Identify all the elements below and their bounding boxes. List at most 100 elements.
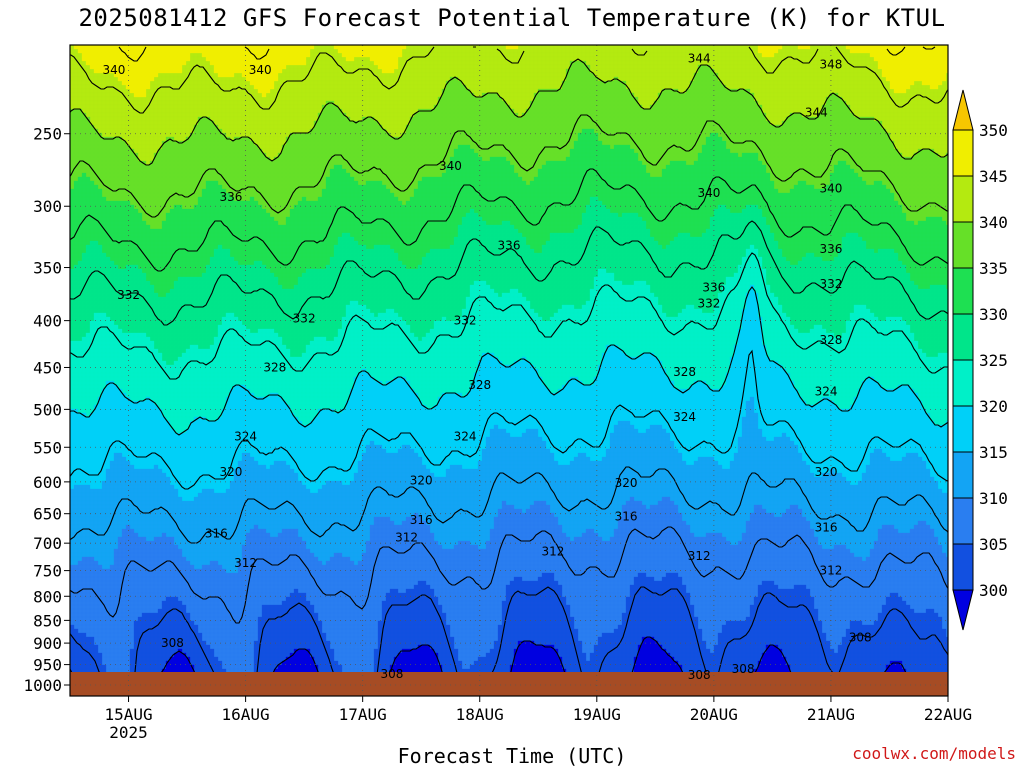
isentrope-contours: [70, 46, 948, 686]
contour-label: 312: [395, 530, 418, 544]
contour-320: [70, 286, 948, 436]
colorbar-extend-top: [952, 89, 974, 131]
colorbar: 300 305 310 315 320 325 330 335 340 345 350: [952, 89, 1008, 631]
contour-label: 336: [220, 190, 243, 204]
fill-band: [73, 45, 948, 98]
colorbar-tick-label: 325: [979, 351, 1008, 370]
contour-label: 332: [117, 288, 140, 302]
chart-title: 2025081412 GFS Forecast Potential Temper…: [78, 4, 946, 32]
contour-label: 316: [615, 510, 638, 524]
colorbar-tick-label: 340: [979, 213, 1008, 232]
watermark: coolwx.com/models: [852, 744, 1016, 763]
colorbar-tick-label: 345: [979, 167, 1008, 186]
y-tick-label: 700: [33, 534, 62, 553]
contour-336: [70, 114, 948, 218]
grid-lines: [70, 45, 948, 696]
colorbar-tick-label: 300: [979, 581, 1008, 600]
x-tick-label: 18AUG: [456, 705, 504, 724]
colorbar-tick-label: 315: [979, 443, 1008, 462]
contour-label: 320: [815, 465, 838, 479]
colorbar-tick-label: 335: [979, 259, 1008, 278]
y-tick-label: 300: [33, 197, 62, 216]
x-tick-label: 16AUG: [222, 705, 270, 724]
y-axis-ticks: 250 300 350 400 450 500 550 600 650 700 750 800 850 9…: [23, 125, 70, 695]
contour-label: 332: [819, 277, 842, 291]
contour-label: 316: [815, 521, 838, 535]
ground-band: [70, 672, 948, 696]
contour-label: 340: [102, 63, 125, 77]
contour-label: 308: [161, 636, 184, 650]
contour-label: 340: [819, 182, 842, 196]
x-tick-label: 21AUG: [807, 705, 855, 724]
colorbar-band: [952, 313, 974, 361]
colorbar-band: [952, 129, 974, 177]
contour-labels: 340 340 344 348 344 340 340 340 336 336 336 336 332 3…: [102, 52, 871, 682]
contour-328: [70, 220, 948, 326]
colorbar-band: [952, 221, 974, 269]
y-tick-label: 400: [33, 312, 62, 331]
contour-label: 320: [220, 465, 243, 479]
colorbar-tick-label: 305: [979, 535, 1008, 554]
colorbar-band: [952, 405, 974, 453]
temperature-fill: [70, 45, 948, 696]
x-tick-label: 20AUG: [690, 705, 738, 724]
y-tick-label: 550: [33, 438, 62, 457]
contour-332: [70, 168, 948, 272]
contour-label: 316: [410, 513, 433, 527]
x-tick-label: 22AUG: [924, 705, 972, 724]
colorbar-tick-label: 350: [979, 121, 1008, 140]
colorbar-band: [952, 267, 974, 315]
fill-band: [70, 128, 948, 298]
x-axis-label: Forecast Time (UTC): [397, 744, 627, 768]
colorbar-tick-label: 320: [979, 397, 1008, 416]
contour-label: 340: [249, 63, 272, 77]
y-tick-label: 500: [33, 400, 62, 419]
contour-label: 312: [234, 556, 257, 570]
y-tick-label: 850: [33, 611, 62, 630]
contour-label: 336: [498, 238, 521, 252]
contour-label: 328: [263, 360, 286, 374]
contour-label: 316: [205, 526, 228, 540]
contour-label: 340: [698, 186, 721, 200]
contour-label: 308: [732, 662, 755, 676]
fill-band: [70, 60, 948, 230]
contour-324: [70, 252, 948, 380]
contour-label: 320: [615, 476, 638, 490]
contour-label: 332: [698, 296, 721, 310]
y-tick-label: 900: [33, 634, 62, 653]
contour-label: 324: [815, 384, 838, 398]
contour-label: 324: [454, 429, 477, 443]
contour-label: 324: [673, 410, 696, 424]
x-tick-label: 19AUG: [573, 705, 621, 724]
fill-band: [70, 244, 948, 434]
x-tick-label: 17AUG: [339, 705, 387, 724]
colorbar-band: [952, 497, 974, 545]
contour-label: 328: [819, 333, 842, 347]
x-tick-label: 15AUG: [104, 705, 152, 724]
y-tick-label: 950: [33, 656, 62, 675]
contour-308: [70, 526, 948, 624]
colorbar-extend-bottom: [952, 589, 974, 631]
colorbar-band: [952, 175, 974, 223]
contour-340: [70, 58, 948, 166]
x-tick-year: 2025: [109, 723, 148, 742]
contour-label: 320: [410, 474, 433, 488]
contour-label: 328: [673, 365, 696, 379]
y-tick-label: 350: [33, 259, 62, 278]
y-tick-label: 600: [33, 473, 62, 492]
contour-label: 312: [688, 549, 711, 563]
contour-label: 344: [688, 52, 711, 66]
colorbar-tick-label: 330: [979, 305, 1008, 324]
contour-348: [118, 46, 936, 62]
contour-label: 340: [439, 159, 462, 173]
contour-label: 308: [688, 668, 711, 682]
colorbar-tick-label: 310: [979, 489, 1008, 508]
contour-316: [70, 349, 948, 490]
y-tick-label: 800: [33, 587, 62, 606]
contour-label: 328: [468, 378, 491, 392]
contour-label: 324: [234, 429, 257, 443]
y-tick-label: 250: [33, 125, 62, 144]
contour-label: 332: [293, 312, 316, 326]
contour-344: [70, 46, 948, 114]
